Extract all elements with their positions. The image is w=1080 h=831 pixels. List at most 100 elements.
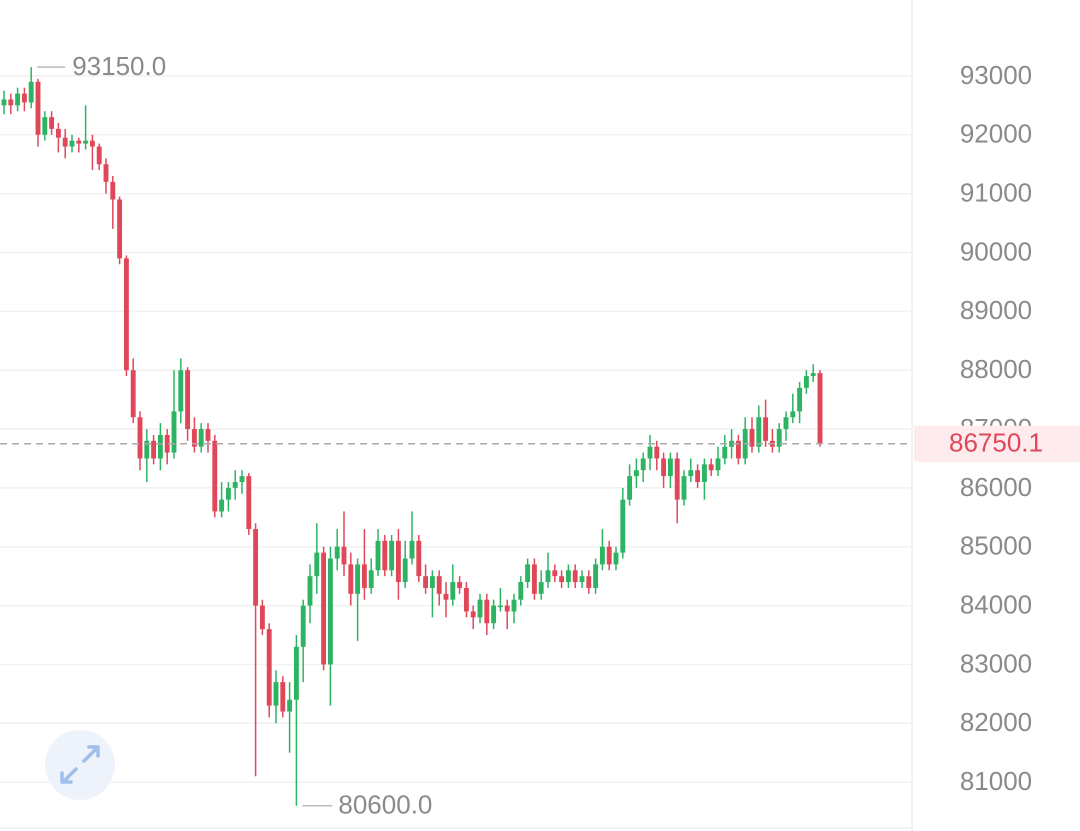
candle-body bbox=[266, 629, 272, 706]
y-tick-label: 82000 bbox=[960, 707, 1032, 737]
candle-body bbox=[375, 540, 381, 571]
candle-body bbox=[511, 599, 517, 612]
candle-body bbox=[205, 429, 211, 441]
max-marker-label: 93150.0 bbox=[72, 51, 166, 81]
candle-body bbox=[300, 605, 306, 647]
candle-body bbox=[817, 373, 823, 444]
candle-body bbox=[307, 576, 313, 606]
candle-body bbox=[110, 181, 116, 200]
candle-body bbox=[361, 564, 367, 588]
candle-body bbox=[491, 605, 497, 624]
grid: 8100082000830008400085000860008700088000… bbox=[0, 60, 1032, 796]
candle-body bbox=[15, 93, 21, 106]
candle-body bbox=[654, 446, 660, 459]
candle-body bbox=[763, 417, 769, 441]
candle-body bbox=[137, 417, 143, 459]
expand-button[interactable] bbox=[45, 730, 115, 800]
candle-body bbox=[287, 699, 293, 712]
expand-icon[interactable] bbox=[60, 745, 100, 784]
candle-body bbox=[253, 529, 259, 606]
candle-body bbox=[212, 440, 218, 512]
candle-body bbox=[647, 446, 653, 459]
y-tick-label: 85000 bbox=[960, 531, 1032, 561]
candle-body bbox=[599, 546, 605, 565]
candle-body bbox=[355, 564, 361, 594]
candle-body bbox=[293, 646, 299, 700]
y-tick-label: 86000 bbox=[960, 472, 1032, 502]
candle-body bbox=[123, 258, 129, 371]
candle-body bbox=[776, 429, 782, 447]
candle-body bbox=[606, 546, 612, 565]
candle-body bbox=[321, 552, 327, 665]
y-tick-label: 91000 bbox=[960, 178, 1032, 208]
candle-body bbox=[368, 570, 374, 588]
candle-body bbox=[627, 476, 633, 500]
candle-body bbox=[579, 576, 585, 583]
candle-body bbox=[790, 411, 796, 418]
candle-body bbox=[688, 470, 694, 477]
candle-body bbox=[484, 599, 490, 624]
candle-body bbox=[633, 470, 639, 477]
candle-body bbox=[259, 605, 265, 630]
candle-body bbox=[198, 429, 204, 447]
candle-body bbox=[178, 370, 184, 412]
candle-body bbox=[729, 440, 735, 447]
candle-body bbox=[797, 387, 803, 412]
candle-body bbox=[423, 576, 429, 588]
candle-body bbox=[273, 682, 279, 706]
candle-body bbox=[103, 164, 109, 182]
candle-body bbox=[681, 476, 687, 500]
candle-body bbox=[239, 476, 245, 483]
min-marker-label: 80600.0 bbox=[338, 790, 432, 820]
candle-body bbox=[246, 476, 252, 530]
candle-body bbox=[42, 117, 48, 135]
candle-body bbox=[334, 546, 340, 559]
candle-body bbox=[28, 81, 34, 103]
candle-body bbox=[525, 564, 531, 583]
candle-body bbox=[1, 99, 7, 106]
candle-body bbox=[280, 682, 286, 712]
candle-body bbox=[429, 576, 435, 588]
candle-body bbox=[559, 576, 565, 583]
candle-body bbox=[389, 540, 395, 571]
candle-body bbox=[531, 564, 537, 594]
candle-body bbox=[667, 458, 673, 477]
candle-body bbox=[21, 93, 27, 103]
candle-body bbox=[96, 146, 102, 165]
last-price-box bbox=[914, 425, 1080, 462]
candle-body bbox=[620, 499, 626, 553]
candle-body bbox=[470, 611, 476, 618]
overlay: 93150.0 80600.0 86750.1 bbox=[0, 51, 1080, 820]
candle-body bbox=[450, 582, 456, 600]
candle-body bbox=[722, 446, 728, 459]
candle-body bbox=[171, 411, 177, 453]
candle-body bbox=[586, 576, 592, 588]
candle-body bbox=[715, 458, 721, 471]
y-tick-label: 83000 bbox=[960, 648, 1032, 678]
candle-body bbox=[219, 499, 225, 512]
candle-body bbox=[117, 199, 123, 259]
candle-body bbox=[185, 370, 191, 430]
candle-body bbox=[695, 470, 701, 483]
candle-body bbox=[735, 440, 741, 459]
candle-body bbox=[708, 464, 714, 471]
candle-body bbox=[49, 117, 55, 129]
candle-body bbox=[436, 576, 442, 594]
candle-body bbox=[518, 582, 524, 600]
candle-body bbox=[164, 434, 170, 453]
candle-body bbox=[593, 564, 599, 588]
candle-body bbox=[756, 417, 762, 447]
candle-body bbox=[803, 376, 809, 388]
candle-body bbox=[701, 464, 707, 483]
expand-button-bg[interactable] bbox=[45, 730, 115, 800]
candle-body bbox=[416, 540, 422, 577]
candle-body bbox=[457, 582, 463, 588]
candle-body bbox=[749, 429, 755, 447]
y-tick-label: 88000 bbox=[960, 354, 1032, 384]
candle-body bbox=[348, 564, 354, 594]
candle-body bbox=[497, 605, 503, 608]
candle-body bbox=[35, 81, 41, 135]
candle-body bbox=[613, 552, 619, 565]
